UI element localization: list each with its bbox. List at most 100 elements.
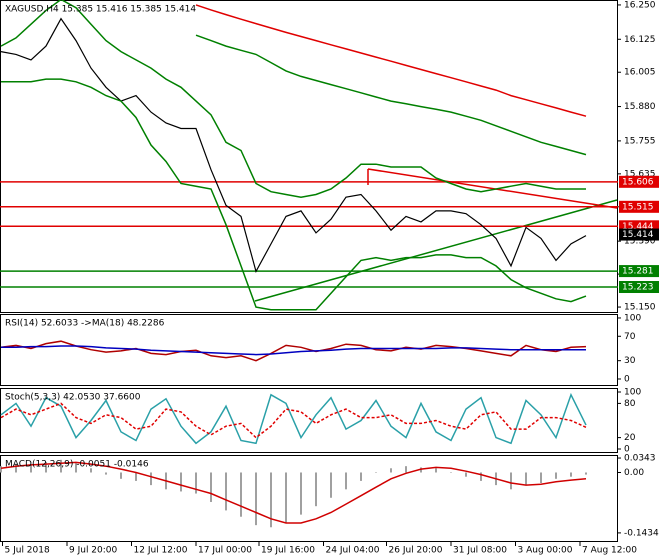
- bar: [300, 472, 302, 515]
- y-tick-label: 80: [624, 399, 636, 409]
- bar: [60, 459, 62, 473]
- bar: [75, 463, 77, 473]
- rsi-frame: [0, 314, 618, 386]
- bar: [330, 472, 332, 498]
- stoch-frame: [0, 388, 618, 453]
- series-line: [0, 392, 587, 445]
- bar: [0, 466, 2, 473]
- bar: [135, 472, 137, 481]
- panel: 0.0343 0.00 -0.1434 MACD(12,26,9) -0.0051 -…: [0, 454, 659, 556]
- bar: [15, 464, 17, 473]
- series-line: [0, 402, 587, 439]
- bar: [390, 468, 392, 473]
- bar: [510, 472, 512, 490]
- bar: [180, 472, 182, 492]
- x-tick-label: 26 Jul 20:00: [389, 546, 443, 556]
- series-line: [0, 340, 587, 362]
- x-tick-label: 17 Jul 00:00: [198, 546, 252, 556]
- y-tick-label: 0.00: [624, 468, 644, 478]
- x-tick-label: 12 Jul 12:00: [134, 546, 188, 556]
- bar: [525, 472, 527, 486]
- bar: [480, 472, 482, 481]
- level-label-box: [619, 281, 659, 294]
- level-label: 15.515: [622, 202, 654, 212]
- x-tick-label: 19 Jul 16:00: [261, 546, 315, 556]
- bar: [465, 472, 467, 477]
- level-label: 15.606: [622, 177, 654, 187]
- y-tick-label: 100: [624, 313, 641, 323]
- x-tick-label: 31 Jul 08:00: [453, 546, 507, 556]
- y-tick-label: 15.635: [624, 169, 656, 179]
- y-tick-label: 15.755: [624, 136, 656, 146]
- y-tick-label: 30: [624, 356, 636, 366]
- y-tick-label: 100: [624, 387, 641, 397]
- bar: [240, 472, 242, 517]
- x-tick-label: 9 Jul 20:00: [69, 546, 118, 556]
- series-line: [1, 78, 587, 311]
- bar: [225, 472, 227, 511]
- y-tick-label: -0.1434: [624, 528, 659, 538]
- bar: [315, 472, 317, 507]
- bar: [90, 468, 92, 473]
- level-label: 15.281: [622, 267, 654, 277]
- bar: [405, 466, 407, 473]
- level-label-box: [619, 200, 659, 213]
- y-tick-label: 16.005: [624, 68, 656, 78]
- bar: [45, 461, 47, 473]
- x-tick-label: 24 Jul 04:00: [326, 546, 380, 556]
- series-line: [0, 17, 587, 273]
- panel-title: XAGUSD,H4 15.385 15.416 15.385 15.414: [5, 5, 196, 15]
- panel-title: Stoch(5,3,3) 42.0530 37.6600: [5, 393, 141, 403]
- price-label-box: [619, 228, 659, 241]
- bar: [210, 472, 212, 502]
- bar: [555, 472, 557, 479]
- bar: [150, 472, 152, 486]
- x-tick-label: 5 Jul 2018: [5, 546, 50, 556]
- y-tick-label: 15.390: [624, 237, 656, 247]
- bar: [255, 472, 257, 526]
- price-label: 15.414: [622, 230, 654, 240]
- y-tick-label: 20: [624, 433, 636, 443]
- bar: [345, 472, 347, 490]
- bar: [450, 472, 452, 473]
- x-tick-label: 7 Aug 12:00: [582, 546, 637, 556]
- panel: 100 80 20 0 Stoch(5,3,3) 42.0530 37.6600: [0, 387, 641, 455]
- y-tick-label: 0: [624, 445, 630, 455]
- series-line: [195, 34, 587, 156]
- bar: [105, 472, 107, 475]
- y-tick-label: 16.125: [624, 35, 656, 45]
- bar: [195, 472, 197, 494]
- y-tick-label: 70: [624, 332, 636, 342]
- y-tick-label: 0: [624, 374, 630, 384]
- macd-frame: [0, 455, 618, 542]
- bar: [420, 467, 422, 473]
- bar: [570, 472, 572, 477]
- y-tick-label: 15.880: [624, 102, 656, 112]
- panel: 16.250 16.125 16.005 15.880 15.755 15.635 15.5…: [0, 0, 659, 313]
- bar: [120, 472, 122, 479]
- bar: [270, 472, 272, 528]
- panel-frames: [0, 0, 618, 542]
- bar: [375, 472, 377, 473]
- x-tick-label: 3 Aug 00:00: [518, 546, 573, 556]
- panel-title: RSI(14) 52.6033 ->MA(18) 48.2286: [5, 319, 165, 329]
- bar: [435, 468, 437, 473]
- level-label: 15.223: [622, 283, 654, 293]
- bar: [285, 472, 287, 524]
- bar: [30, 464, 32, 473]
- panel: 100 70 30 0 RSI(14) 52.6033 ->MA(18) 48.2286: [0, 313, 641, 384]
- bar: [360, 472, 362, 481]
- panel-title: MACD(12,26,9) -0.0051 -0.0146: [5, 460, 149, 470]
- level-label: 15.444: [622, 222, 654, 232]
- series-line: [0, 461, 587, 524]
- level-label-box: [619, 175, 659, 188]
- bar: [540, 472, 542, 484]
- series-line: [1, 345, 586, 356]
- trendline: [367, 168, 618, 209]
- series-line: [195, 4, 587, 117]
- main-frame: [0, 0, 618, 313]
- level-label-box: [619, 265, 659, 278]
- y-tick-label: 0.0343: [624, 454, 656, 464]
- series-line: [0, 0, 586, 198]
